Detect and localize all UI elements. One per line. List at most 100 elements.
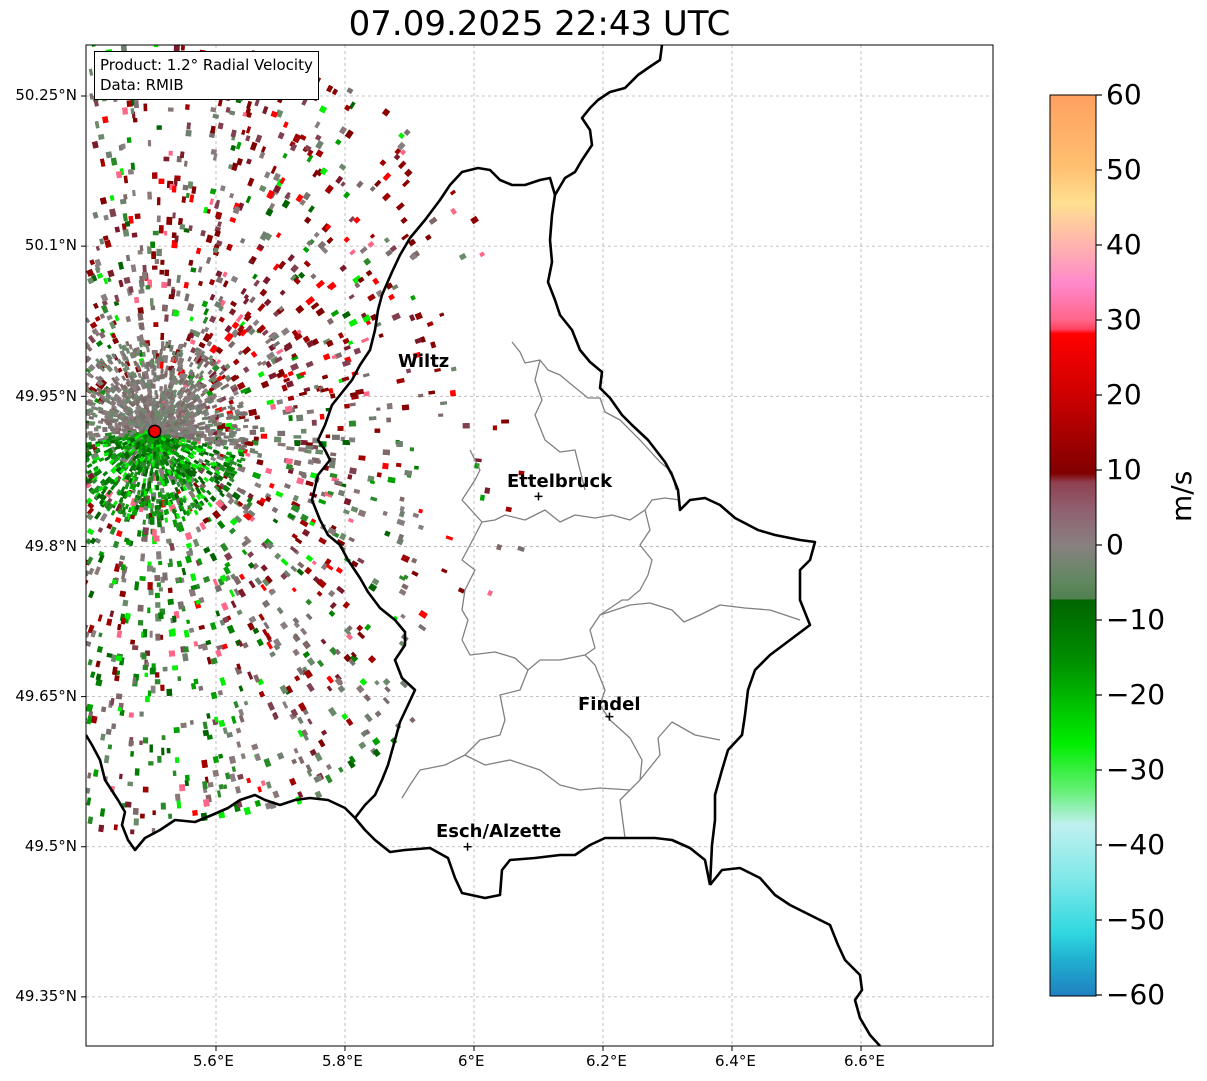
echo-gate: [289, 545, 298, 554]
echo-gate: [139, 393, 145, 400]
echo-gate: [388, 293, 395, 301]
echo-gate: [314, 790, 323, 799]
echo-gate: [307, 149, 314, 157]
echo-gate: [261, 360, 267, 366]
echo-gate: [278, 368, 285, 376]
echo-gate: [266, 351, 276, 360]
echo-gate: [226, 731, 233, 738]
echo-gate: [231, 491, 241, 501]
echo-gate: [410, 253, 418, 261]
echo-gate: [349, 467, 357, 475]
echo-gate: [205, 437, 211, 442]
echo-gate: [236, 328, 245, 337]
echo-gate: [114, 375, 120, 382]
echo-gate: [98, 400, 104, 405]
echo-gate: [94, 456, 101, 462]
echo-gate: [414, 465, 419, 470]
echo-gate: [246, 777, 252, 784]
echo-gate: [326, 339, 334, 348]
echo-gate: [227, 438, 234, 443]
echo-gate: [155, 463, 160, 470]
echo-gate: [102, 427, 108, 432]
echo-gate: [285, 458, 293, 465]
echo-gate: [187, 402, 194, 409]
echo-gate: [188, 481, 194, 488]
echo-gate: [175, 793, 181, 801]
echo-gate: [180, 472, 187, 479]
echo-gate: [150, 468, 154, 474]
echo-gate: [199, 486, 206, 493]
echo-gate: [239, 237, 246, 244]
echo-gate: [119, 403, 125, 409]
echo-gate: [303, 260, 311, 268]
echo-gate: [117, 706, 122, 712]
echo-gate: [118, 433, 124, 438]
echo-gate: [343, 497, 352, 506]
echo-gate: [178, 413, 185, 419]
echo-gate: [328, 707, 337, 717]
echo-gate: [207, 419, 214, 424]
echo-gate: [276, 752, 285, 760]
echo-gate: [86, 268, 95, 277]
echo-gate: [89, 259, 96, 266]
echo-gate: [130, 434, 136, 439]
echo-gate: [220, 185, 226, 192]
echo-gate: [215, 610, 221, 617]
echo-gate: [225, 376, 232, 383]
echo-gate: [122, 366, 128, 374]
echo-gate: [170, 432, 176, 436]
echo-gate: [397, 141, 406, 151]
echo-gate: [302, 335, 311, 344]
echo-gate: [180, 45, 185, 51]
echo-gate: [287, 370, 294, 377]
echo-gate: [96, 645, 104, 653]
echo-gate: [122, 471, 128, 478]
canton-border: [401, 669, 529, 799]
echo-gate: [177, 409, 184, 416]
echo-gate: [109, 208, 117, 218]
echo-gate: [269, 651, 276, 658]
echo-gate: [216, 412, 225, 419]
echo-gate: [305, 613, 313, 621]
echo-gate: [292, 617, 300, 625]
echo-gate: [115, 430, 121, 435]
echo-gate: [270, 110, 278, 118]
echo-gate: [316, 590, 323, 597]
echo-gate: [138, 430, 145, 435]
echo-gate: [99, 357, 105, 364]
echo-gate: [115, 503, 123, 513]
echo-gate: [208, 358, 214, 365]
echo-gate: [302, 191, 311, 201]
echo-gate: [241, 540, 249, 548]
echo-gate: [86, 433, 88, 438]
echo-gate: [116, 490, 122, 496]
lat-label: 49.95°N: [15, 387, 77, 405]
echo-gate: [113, 476, 119, 483]
echo-gate: [173, 450, 180, 456]
echo-gate: [209, 461, 216, 468]
echo-gate: [315, 140, 324, 150]
echo-gate: [95, 358, 101, 364]
echo-gate: [125, 381, 131, 388]
echo-gate: [203, 360, 211, 369]
echo-gate: [163, 494, 168, 500]
echo-gate: [213, 478, 220, 485]
echo-gate: [132, 383, 138, 389]
echo-gate: [348, 536, 355, 543]
echo-gate: [250, 141, 258, 151]
echo-gate: [111, 404, 117, 410]
echo-gate: [196, 488, 202, 495]
echo-gate: [185, 104, 190, 110]
echo-gate: [166, 216, 173, 226]
echo-gate: [119, 555, 126, 561]
echo-gate: [207, 501, 213, 508]
echo-gate: [214, 422, 221, 426]
echo-gate: [163, 433, 169, 438]
echo-gate: [188, 259, 194, 266]
echo-gate: [294, 537, 303, 545]
echo-gate: [160, 368, 164, 374]
echo-gate: [137, 444, 144, 451]
echo-gate: [347, 340, 354, 346]
echo-gate: [167, 598, 174, 605]
map-title: 07.09.2025 22:43 UTC: [348, 4, 731, 44]
